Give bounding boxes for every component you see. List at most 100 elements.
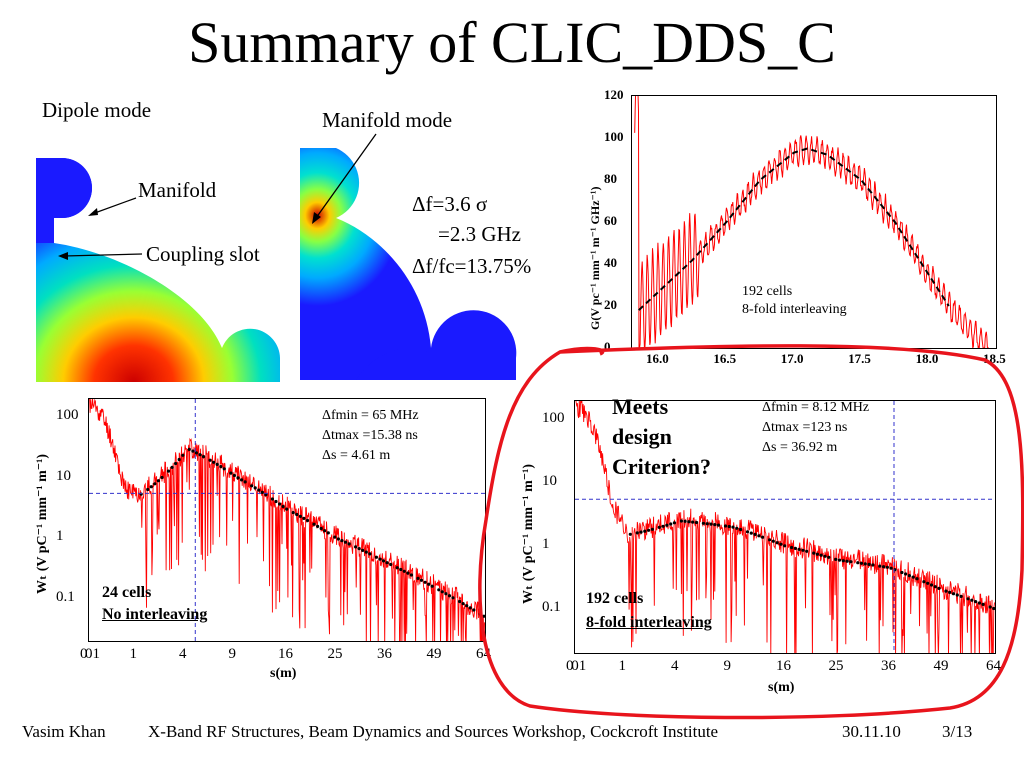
wake-data-point: [628, 532, 632, 536]
wake-right-info-1: Δfmin = 8.12 MHz: [762, 400, 870, 415]
wake-x-tick: 1: [129, 646, 138, 662]
wake-data-point: [922, 580, 926, 584]
wake-data-point: [444, 592, 448, 596]
wake-data-point: [981, 602, 985, 606]
wake-data-point: [187, 447, 191, 451]
delta-f-ghz: =2.3 GHz: [438, 222, 521, 246]
wake-data-point: [739, 527, 743, 532]
wake-x-tick: 49: [426, 646, 442, 662]
spectrum-series-line: [634, 96, 989, 348]
wake-data-point: [885, 565, 889, 569]
wake-data-point: [160, 475, 164, 480]
wake-data-point: [250, 484, 254, 488]
criterion-question: Meets design Criterion?: [612, 392, 711, 482]
wake-data-point: [399, 567, 403, 572]
wake-data-point: [779, 542, 783, 546]
spectrum-x-tick: 17.0: [780, 351, 804, 366]
wake-data-point: [716, 523, 721, 527]
criterion-line-3: Criterion?: [612, 454, 711, 479]
wake-data-point: [153, 482, 157, 486]
wake-data-point: [647, 528, 651, 532]
wake-data-point: [856, 561, 860, 565]
wake-left-info-3: Δs = 4.61 m: [322, 448, 391, 463]
wake-data-point: [805, 549, 809, 553]
wake-data-point: [336, 537, 340, 541]
wake-data-point: [174, 461, 178, 466]
wake-x-tick: 64: [986, 658, 1001, 674]
wake-data-point: [790, 545, 794, 550]
spectrum-x-tick: 17.5: [848, 351, 871, 366]
wake-x-tick: 49: [933, 658, 949, 674]
wake-data-point: [812, 551, 816, 555]
wake-data-point: [709, 522, 713, 526]
spectrum-chart: [634, 96, 989, 348]
wake-data-point: [723, 524, 728, 528]
wake-data-point: [992, 606, 995, 611]
wake-data-point: [437, 588, 441, 592]
wake-data-point: [951, 592, 956, 596]
wake-data-point: [761, 535, 765, 539]
wake-y-tick: 0.1: [56, 588, 75, 605]
wake-series-line: [89, 399, 485, 641]
wake-data-point: [650, 527, 654, 531]
wake-data-point: [326, 531, 330, 535]
wake-data-point: [863, 562, 867, 566]
wake-x-tick: 1: [618, 658, 627, 674]
spectrum-legend-interleaving: 8-fold interleaving: [742, 302, 847, 317]
manifold-mode-arrow: [312, 133, 377, 224]
wake-data-point: [749, 531, 753, 535]
spectrum-plot-area: [631, 95, 997, 349]
wake-data-point: [419, 578, 424, 582]
wake-data-point: [871, 563, 875, 567]
wake-data-point: [389, 562, 393, 567]
wake-data-point: [911, 575, 915, 579]
wake-data-point: [374, 555, 378, 559]
wake-data-point: [815, 552, 819, 556]
wake-data-point: [926, 581, 930, 585]
wake-data-point: [236, 476, 240, 480]
wake-right-xlabel: s(m): [768, 680, 795, 695]
wake-data-point: [194, 451, 198, 455]
wake-data-point: [669, 522, 673, 526]
wake-data-point: [253, 486, 257, 490]
wake-left-plot-area: [88, 398, 486, 642]
spectrum-y-tick: 60: [604, 213, 617, 228]
spectrum-x-tick: 18.0: [915, 351, 939, 366]
wake-data-point: [849, 560, 853, 564]
wake-data-point: [222, 467, 226, 471]
wake-data-point: [316, 524, 320, 528]
wake-data-point: [323, 529, 327, 533]
wake-data-point: [775, 541, 779, 545]
footer-author: Vasim Khan: [22, 722, 106, 741]
wake-data-point: [156, 479, 160, 483]
wake-left-info-2: Δtmax =15.38 ns: [322, 428, 418, 443]
wake-data-point: [181, 453, 185, 457]
wake-data-point: [461, 602, 465, 606]
wake-x-tick: 9: [228, 646, 237, 662]
wake-left-ylabel: Wₜ (V pC⁻¹ mm⁻¹ m⁻¹): [35, 453, 50, 594]
wake-data-point: [215, 462, 219, 466]
wake-right-ylabel: Wₜ (V pC⁻¹ mm⁻¹ m⁻¹): [521, 463, 536, 604]
wake-y-tick: 0.1: [542, 598, 561, 615]
wake-data-point: [406, 571, 410, 575]
wake-data-point: [900, 570, 904, 575]
manifold-mode-label: Manifold mode: [322, 108, 453, 132]
wake-data-point: [264, 493, 268, 497]
wake-data-point: [191, 449, 195, 453]
wake-data-point: [447, 594, 452, 598]
wake-data-point: [966, 597, 970, 601]
wake-data-point: [440, 590, 444, 594]
wake-x-tick: 36: [377, 646, 392, 662]
wake-data-point: [478, 612, 482, 616]
wake-data-point: [240, 478, 244, 482]
wake-data-point: [701, 521, 705, 525]
wake-data-point: [933, 585, 937, 589]
spectrum-x-tick: 16.5: [713, 351, 737, 366]
wake-data-point: [458, 599, 462, 604]
wake-x-tick: 01: [84, 646, 100, 662]
wake-data-point: [948, 590, 952, 594]
wake-data-point: [683, 519, 687, 523]
wake-data-point: [959, 594, 963, 598]
wake-data-point: [368, 552, 372, 556]
wake-data-point: [768, 538, 772, 542]
